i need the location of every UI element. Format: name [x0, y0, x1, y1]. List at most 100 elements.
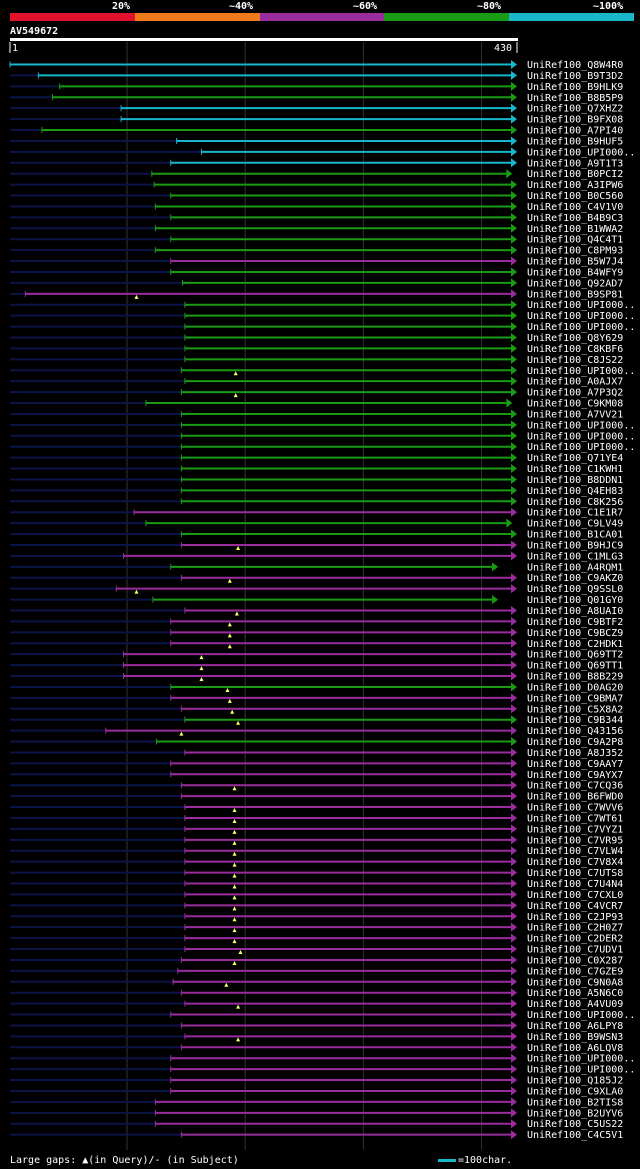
hit-row[interactable]: UniRef100_C7WT61: [10, 813, 623, 824]
hit-label[interactable]: UniRef100_B9HLK9: [527, 82, 623, 93]
hit-row[interactable]: UniRef100_C7V8X4: [10, 857, 623, 868]
hit-row[interactable]: UniRef100_A9T1T3: [10, 158, 623, 169]
hit-label[interactable]: UniRef100_B2TIS8: [527, 1097, 623, 1108]
hit-row[interactable]: UniRef100_B1CA01: [10, 529, 623, 541]
hit-row[interactable]: UniRef100_UPI000..: [10, 431, 635, 442]
hit-row[interactable]: UniRef100_C7CQ36: [10, 780, 623, 792]
hit-row[interactable]: UniRef100_C4V1V0: [10, 201, 623, 213]
hit-label[interactable]: UniRef100_Q8W4R0: [527, 60, 623, 71]
hit-row[interactable]: UniRef100_A8J352: [10, 747, 623, 759]
hit-row[interactable]: UniRef100_B4WFY9: [10, 267, 623, 278]
hit-label[interactable]: UniRef100_C4V1V0: [527, 202, 623, 213]
hit-row[interactable]: UniRef100_A4VU09: [10, 999, 623, 1010]
hit-row[interactable]: UniRef100_UPI000..: [10, 1053, 635, 1065]
hit-row[interactable]: UniRef100_C4VCR7: [10, 900, 623, 912]
hit-row[interactable]: UniRef100_C9KM08: [10, 398, 623, 410]
hit-row[interactable]: UniRef100_C2H0Z7: [10, 922, 623, 934]
hit-label[interactable]: UniRef100_C9LV49: [527, 519, 623, 530]
hit-label[interactable]: UniRef100_C9BMA7: [527, 693, 623, 704]
hit-row[interactable]: UniRef100_C9BTF2: [10, 616, 623, 628]
hit-row[interactable]: UniRef100_Q92AD7: [10, 278, 623, 289]
hit-label[interactable]: UniRef100_Q8Y629: [527, 333, 623, 344]
hit-row[interactable]: UniRef100_UPI000..: [10, 147, 635, 158]
hit-row[interactable]: UniRef100_C5X8A2: [10, 704, 623, 715]
hit-label[interactable]: UniRef100_C2JP93: [527, 912, 623, 923]
hit-row[interactable]: UniRef100_C1KWH1: [10, 464, 623, 475]
hit-label[interactable]: UniRef100_A6LQV8: [527, 1043, 623, 1054]
hit-label[interactable]: UniRef100_C2H0Z7: [527, 923, 623, 934]
hit-label[interactable]: UniRef100_C7U4N4: [527, 879, 623, 890]
hit-label[interactable]: UniRef100_C9N0A8: [527, 977, 623, 988]
hit-label[interactable]: UniRef100_B1CA01: [527, 530, 623, 541]
hit-label[interactable]: UniRef100_B0C560: [527, 191, 623, 202]
hit-row[interactable]: UniRef100_A8UAI0: [10, 606, 623, 617]
hit-label[interactable]: UniRef100_C9B344: [527, 715, 623, 726]
hit-label[interactable]: UniRef100_C2DER2: [527, 934, 623, 945]
hit-label[interactable]: UniRef100_C4C5V1: [527, 1130, 623, 1141]
hit-row[interactable]: UniRef100_C1E1R7: [10, 508, 623, 519]
hit-label[interactable]: UniRef100_C7V8X4: [527, 857, 623, 868]
hit-label[interactable]: UniRef100_Q43156: [527, 726, 623, 737]
hit-row[interactable]: UniRef100_UPI000..: [10, 1010, 635, 1021]
hit-label[interactable]: UniRef100_UPI000..: [527, 300, 635, 311]
hit-label[interactable]: UniRef100_C7WVV6: [527, 803, 623, 814]
hit-row[interactable]: UniRef100_C9AAY7: [10, 758, 623, 770]
hit-row[interactable]: UniRef100_B0PCI2: [10, 169, 623, 180]
hit-label[interactable]: UniRef100_UPI000..: [527, 147, 635, 158]
hit-label[interactable]: UniRef100_B9T3D2: [527, 71, 623, 82]
hit-row[interactable]: UniRef100_B9HJC9: [10, 540, 623, 551]
hit-row[interactable]: UniRef100_UPI000..: [10, 322, 635, 333]
hit-label[interactable]: UniRef100_C9BCZ9: [527, 628, 623, 639]
hit-label[interactable]: UniRef100_C7CXL0: [527, 890, 623, 901]
hit-row[interactable]: UniRef100_C2DER2: [10, 933, 623, 945]
hit-row[interactable]: UniRef100_Q8Y629: [10, 333, 623, 344]
hit-row[interactable]: UniRef100_UPI000..: [10, 442, 635, 453]
hit-row[interactable]: UniRef100_Q4EH83: [10, 485, 623, 497]
hit-row[interactable]: UniRef100_B0C560: [10, 191, 623, 202]
hit-label[interactable]: UniRef100_C7UDV1: [527, 945, 623, 956]
hit-label[interactable]: UniRef100_B9WSN3: [527, 1032, 623, 1043]
hit-label[interactable]: UniRef100_C9XLA0: [527, 1086, 623, 1097]
hit-label[interactable]: UniRef100_A0AJX7: [527, 377, 623, 388]
hit-row[interactable]: UniRef100_B4B9C3: [10, 212, 623, 224]
hit-row[interactable]: UniRef100_C9B344: [10, 715, 623, 726]
hit-row[interactable]: UniRef100_C7GZE9: [10, 966, 623, 977]
hit-label[interactable]: UniRef100_C8JS22: [527, 355, 623, 366]
hit-row[interactable]: UniRef100_C9BCZ9: [10, 627, 623, 639]
hit-label[interactable]: UniRef100_A5N6C0: [527, 988, 623, 999]
hit-label[interactable]: UniRef100_C1E1R7: [527, 508, 623, 519]
hit-row[interactable]: UniRef100_UPI000..: [10, 1064, 635, 1076]
hit-label[interactable]: UniRef100_UPI000..: [527, 366, 635, 377]
hit-label[interactable]: UniRef100_C8PM93: [527, 246, 623, 257]
hit-label[interactable]: UniRef100_C9AKZ0: [527, 573, 623, 584]
hit-label[interactable]: UniRef100_C9KM08: [527, 399, 623, 410]
hit-label[interactable]: UniRef100_C7WT61: [527, 813, 623, 824]
hit-row[interactable]: UniRef100_C7U4N4: [10, 879, 623, 890]
hit-label[interactable]: UniRef100_A8J352: [527, 748, 623, 759]
hit-label[interactable]: UniRef100_B2UYV6: [527, 1108, 623, 1119]
hit-row[interactable]: UniRef100_Q69TT2: [10, 649, 623, 661]
hit-row[interactable]: UniRef100_C7CXL0: [10, 889, 623, 901]
hit-label[interactable]: UniRef100_B4B9C3: [527, 213, 623, 224]
hit-row[interactable]: UniRef100_C2HDK1: [10, 638, 623, 650]
hit-label[interactable]: UniRef100_C9A2P8: [527, 737, 623, 748]
hit-row[interactable]: UniRef100_B5W7J4: [10, 256, 623, 268]
hit-row[interactable]: UniRef100_C8JS22: [10, 354, 623, 366]
hit-label[interactable]: UniRef100_A7PI40: [527, 126, 623, 137]
hit-row[interactable]: UniRef100_C0X287: [10, 955, 623, 966]
hit-row[interactable]: UniRef100_UPI000..: [10, 300, 635, 311]
hit-row[interactable]: UniRef100_B9HUF5: [10, 136, 623, 147]
hit-label[interactable]: UniRef100_Q92AD7: [527, 278, 623, 289]
hit-row[interactable]: UniRef100_UPI000..: [10, 420, 635, 431]
hit-label[interactable]: UniRef100_C2HDK1: [527, 639, 623, 650]
hit-row[interactable]: UniRef100_B8B229: [10, 671, 623, 683]
hit-row[interactable]: UniRef100_B8DDN1: [10, 474, 623, 486]
hit-row[interactable]: UniRef100_C7WVV6: [10, 802, 623, 814]
hit-label[interactable]: UniRef100_B1WWA2: [527, 224, 623, 235]
hit-label[interactable]: UniRef100_A9T1T3: [527, 158, 623, 169]
hit-label[interactable]: UniRef100_Q4EH83: [527, 486, 623, 497]
hit-row[interactable]: UniRef100_C9BMA7: [10, 693, 623, 704]
hit-row[interactable]: UniRef100_Q7XHZ2: [10, 103, 623, 115]
hit-label[interactable]: UniRef100_B4WFY9: [527, 267, 623, 278]
hit-row[interactable]: UniRef100_A4RQM1: [10, 562, 623, 573]
